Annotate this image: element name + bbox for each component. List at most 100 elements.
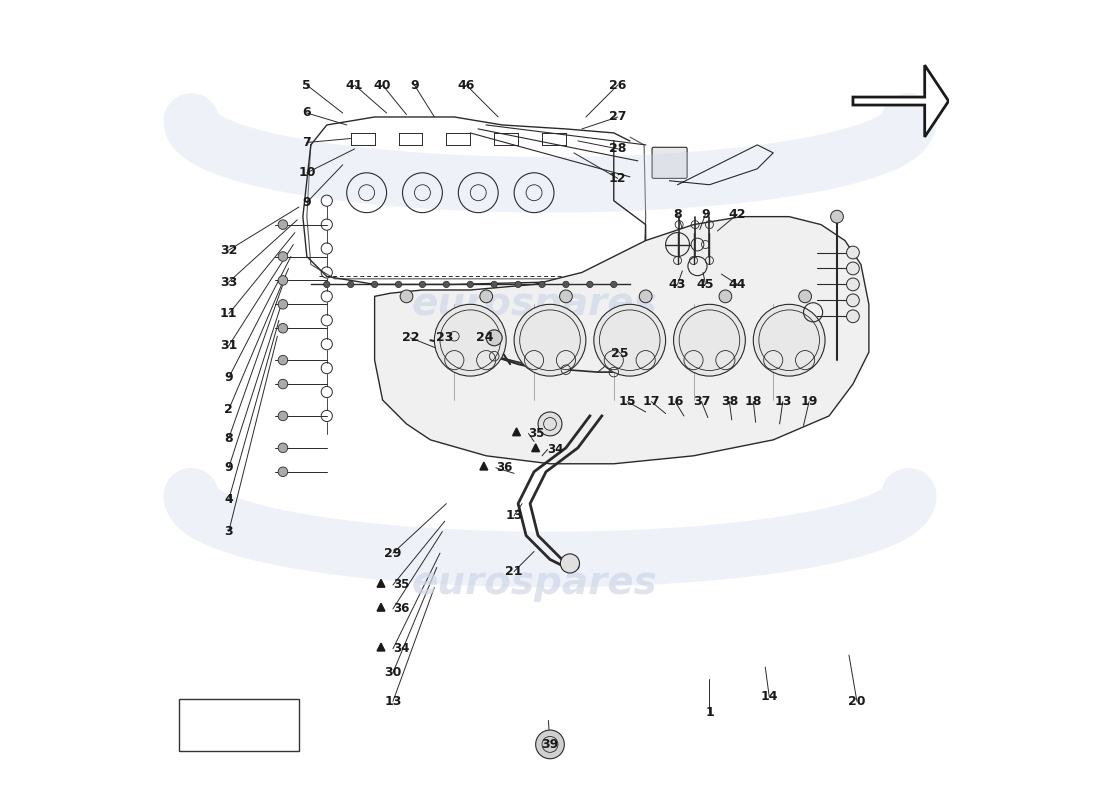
Text: 45: 45 — [696, 278, 714, 291]
Text: 5: 5 — [302, 78, 311, 91]
Circle shape — [847, 246, 859, 259]
Text: 8: 8 — [673, 208, 682, 221]
Circle shape — [610, 282, 617, 287]
Text: 25: 25 — [612, 347, 629, 360]
Text: 7: 7 — [302, 136, 311, 149]
Text: 20: 20 — [848, 695, 866, 708]
Text: 9: 9 — [224, 462, 233, 474]
Circle shape — [278, 379, 288, 389]
Circle shape — [278, 467, 288, 477]
Text: 37: 37 — [693, 395, 711, 408]
Circle shape — [486, 330, 503, 346]
Circle shape — [719, 290, 732, 302]
Text: 46: 46 — [458, 78, 475, 91]
Polygon shape — [377, 579, 385, 587]
Circle shape — [539, 282, 546, 287]
FancyBboxPatch shape — [179, 699, 299, 750]
Polygon shape — [206, 714, 217, 724]
Circle shape — [419, 282, 426, 287]
Text: 11: 11 — [220, 307, 238, 321]
Circle shape — [395, 282, 402, 287]
Text: 34: 34 — [393, 642, 409, 655]
Polygon shape — [852, 65, 948, 137]
Text: 38: 38 — [720, 395, 738, 408]
Circle shape — [278, 276, 288, 285]
Circle shape — [536, 730, 564, 758]
Circle shape — [560, 554, 580, 573]
Text: 43: 43 — [669, 278, 686, 291]
Circle shape — [594, 304, 666, 376]
Text: 4: 4 — [224, 493, 233, 506]
Text: 35: 35 — [528, 427, 544, 440]
Circle shape — [278, 323, 288, 333]
Text: 24: 24 — [476, 331, 494, 344]
Circle shape — [443, 282, 450, 287]
Text: 17: 17 — [642, 395, 660, 408]
Circle shape — [278, 252, 288, 262]
Text: 27: 27 — [609, 110, 627, 123]
Text: 19: 19 — [801, 395, 817, 408]
Text: 36: 36 — [393, 602, 409, 615]
Text: 3: 3 — [224, 525, 233, 538]
Circle shape — [468, 282, 473, 287]
Text: = 1: = 1 — [224, 718, 251, 731]
Text: 9: 9 — [224, 371, 233, 384]
Text: 2: 2 — [224, 403, 233, 416]
Text: 10: 10 — [298, 166, 316, 179]
Circle shape — [278, 220, 288, 230]
Text: 30: 30 — [384, 666, 402, 679]
Circle shape — [586, 282, 593, 287]
Polygon shape — [531, 444, 540, 452]
Text: 9: 9 — [410, 78, 419, 91]
Text: 26: 26 — [609, 78, 627, 91]
Circle shape — [560, 290, 572, 302]
Text: 22: 22 — [402, 331, 419, 344]
Circle shape — [847, 310, 859, 322]
Text: 34: 34 — [548, 443, 564, 456]
Circle shape — [538, 412, 562, 436]
Circle shape — [639, 290, 652, 302]
Circle shape — [372, 282, 377, 287]
Circle shape — [514, 304, 586, 376]
Polygon shape — [377, 643, 385, 651]
Text: 44: 44 — [728, 278, 746, 291]
Text: 13: 13 — [384, 695, 402, 708]
Text: 15: 15 — [618, 395, 636, 408]
Circle shape — [434, 304, 506, 376]
Circle shape — [754, 304, 825, 376]
Circle shape — [480, 290, 493, 302]
Polygon shape — [375, 217, 869, 464]
Circle shape — [278, 299, 288, 309]
Text: 14: 14 — [760, 690, 778, 703]
Circle shape — [847, 294, 859, 306]
Text: 32: 32 — [220, 244, 238, 257]
Circle shape — [278, 411, 288, 421]
Text: 39: 39 — [541, 738, 559, 751]
Text: 9: 9 — [302, 196, 311, 209]
Text: eurospares: eurospares — [411, 564, 657, 602]
Text: 12: 12 — [609, 172, 627, 185]
Text: 31: 31 — [220, 339, 238, 352]
Polygon shape — [480, 462, 487, 470]
Circle shape — [491, 282, 497, 287]
Circle shape — [847, 278, 859, 290]
Circle shape — [348, 282, 354, 287]
Circle shape — [830, 210, 844, 223]
Circle shape — [563, 282, 569, 287]
Text: 13: 13 — [774, 395, 792, 408]
Text: 8: 8 — [224, 432, 233, 445]
Text: 1: 1 — [705, 706, 714, 719]
Circle shape — [323, 282, 330, 287]
Text: 21: 21 — [505, 565, 522, 578]
Circle shape — [278, 443, 288, 453]
Polygon shape — [377, 603, 385, 611]
Circle shape — [515, 282, 521, 287]
Text: 35: 35 — [393, 578, 409, 591]
Text: 28: 28 — [609, 142, 627, 155]
Circle shape — [673, 304, 746, 376]
Text: 6: 6 — [302, 106, 311, 119]
Circle shape — [799, 290, 812, 302]
Text: 18: 18 — [745, 395, 762, 408]
Circle shape — [278, 355, 288, 365]
Text: 23: 23 — [436, 331, 453, 344]
